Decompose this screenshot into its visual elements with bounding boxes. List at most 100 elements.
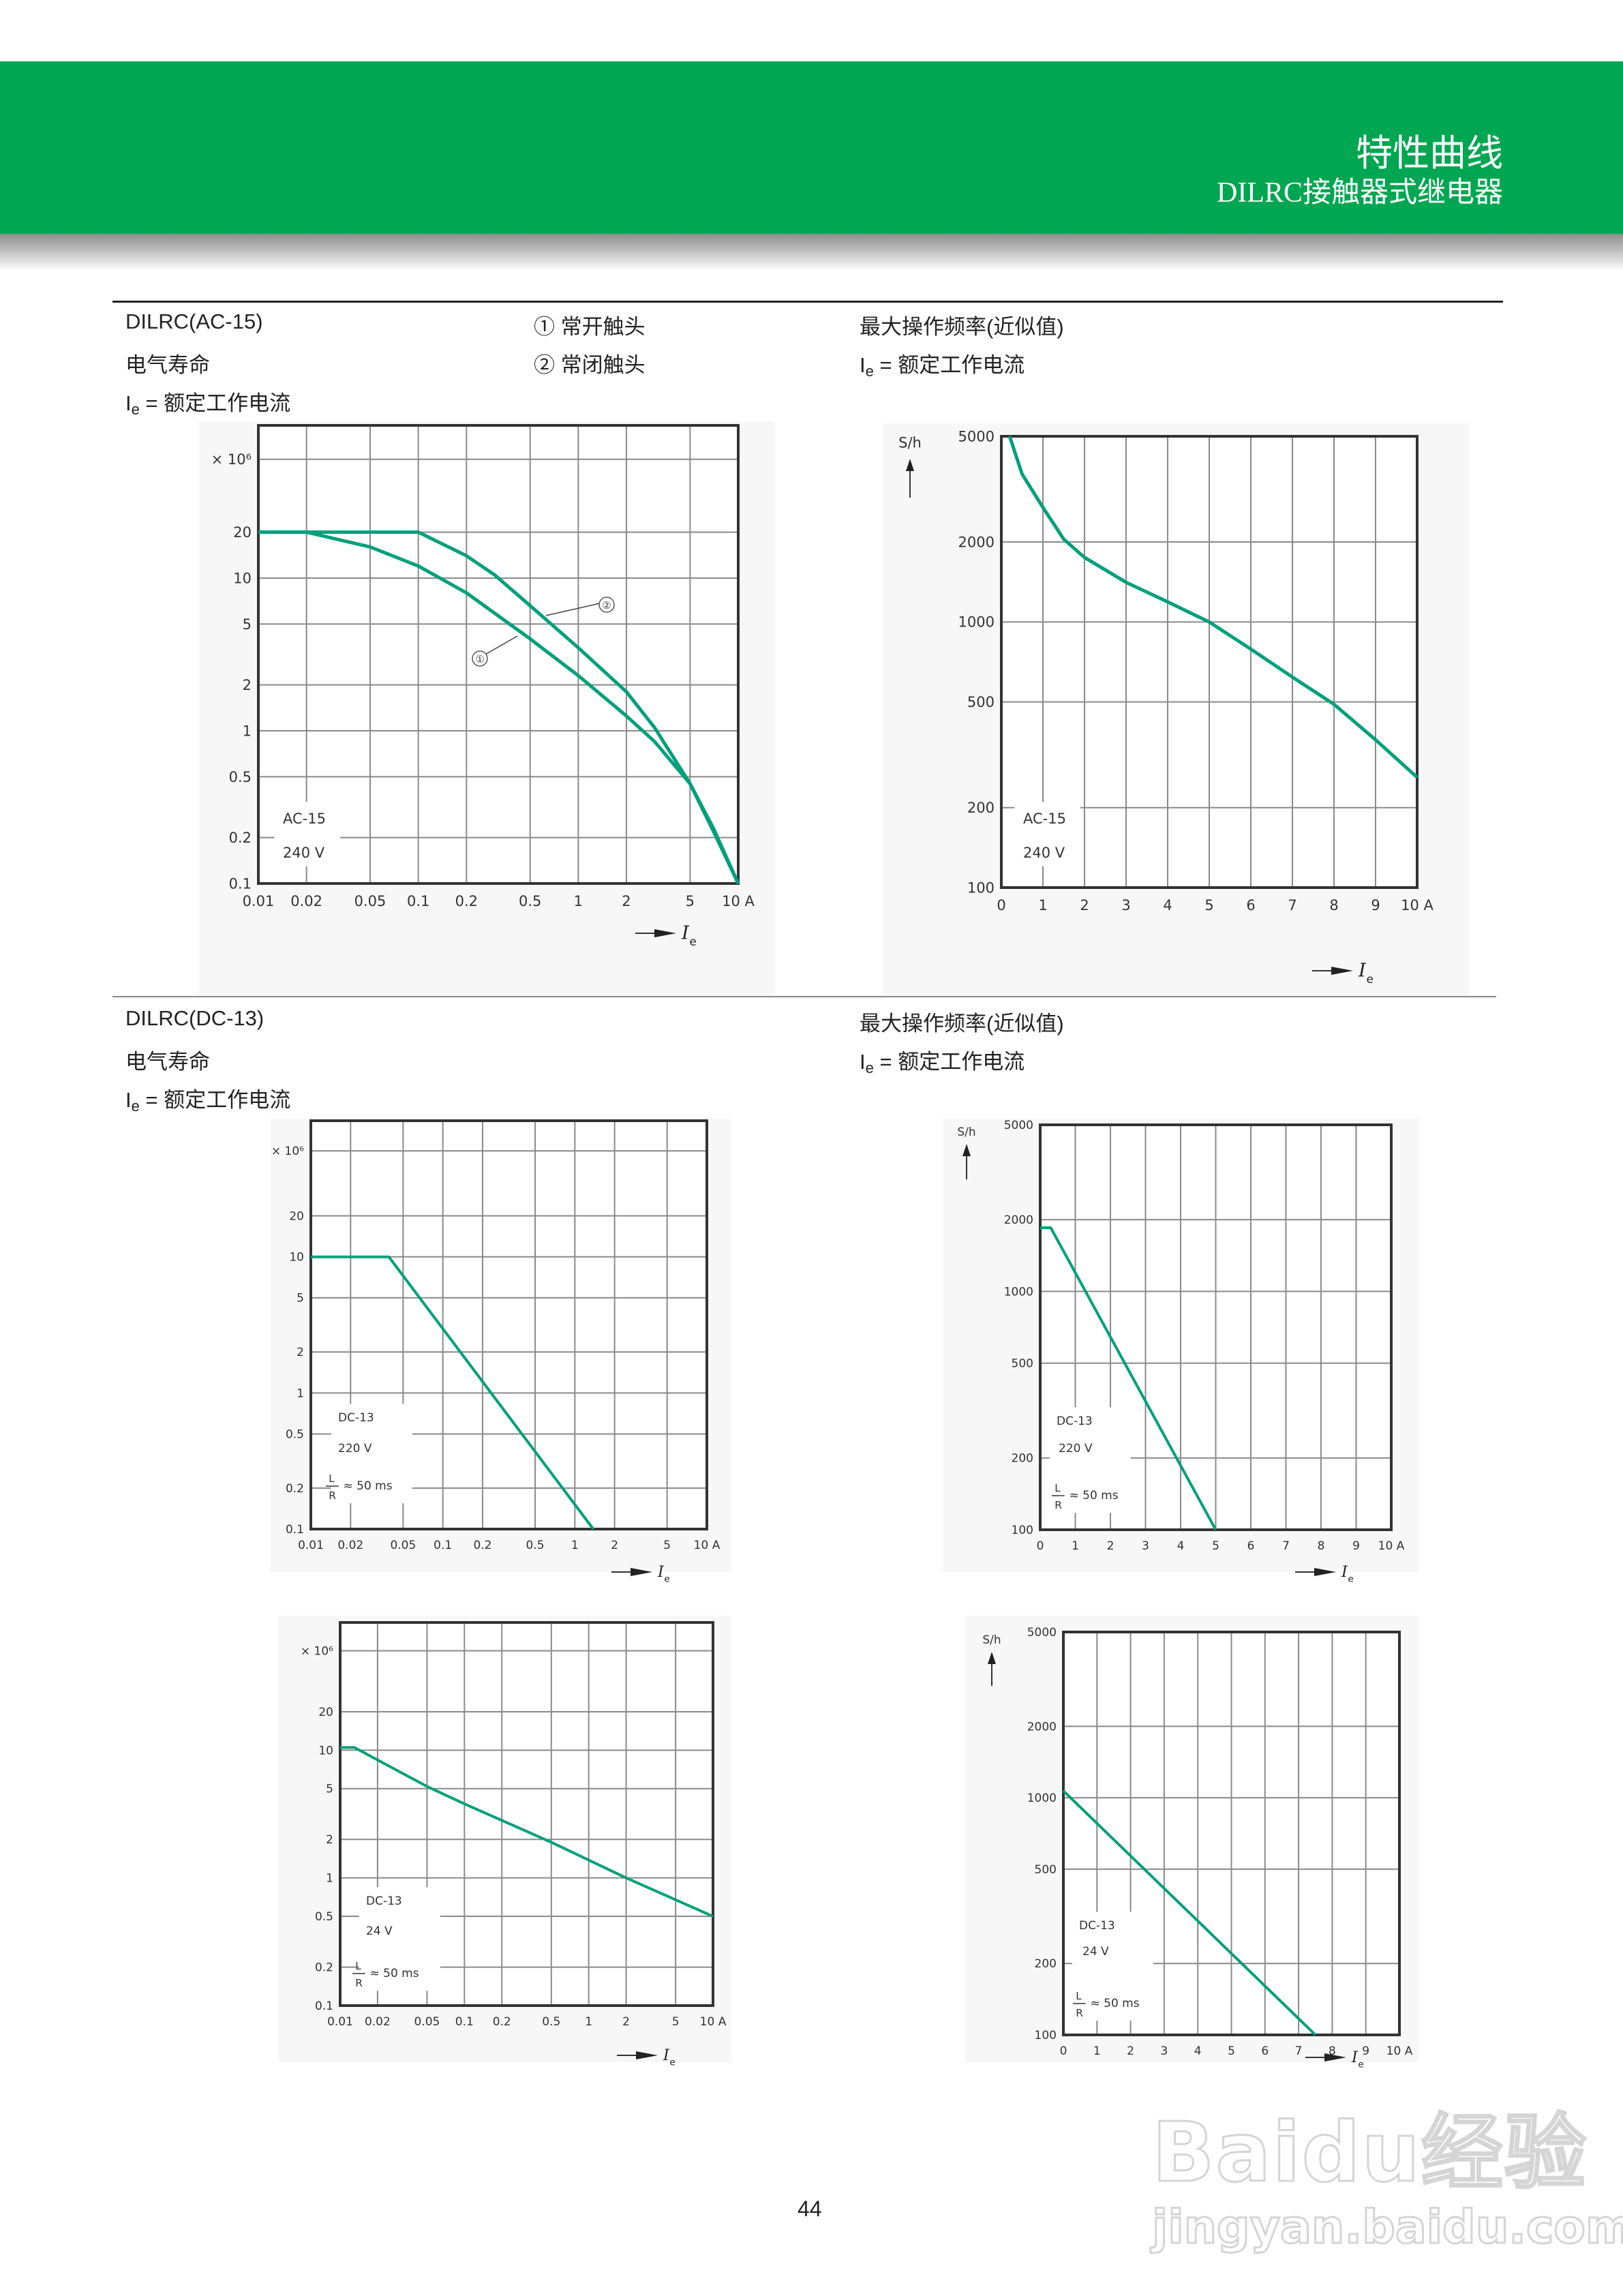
y-unit-label: × 10⁶ <box>211 451 252 468</box>
plot-frame <box>257 424 740 885</box>
ie-symbol: I <box>860 353 866 377</box>
x-tick-label: 1 <box>1093 2044 1101 2058</box>
x-tick-label: 0.05 <box>414 2015 440 2029</box>
ie-subscript: e <box>865 363 874 380</box>
chart-4: 0 1 2 3 4 5 6 7 8 9 10 A 100 200 500 1000 2000 5000 DC-13… <box>943 1119 1419 1584</box>
x-tick-label: 5 <box>686 893 695 909</box>
series-line-1 <box>1040 1226 1217 1530</box>
y-tick-label: 500 <box>1012 1357 1033 1371</box>
y-tick-label: 10 <box>289 1251 304 1265</box>
y-tick-label: 2000 <box>958 534 995 550</box>
ratio-numerator: L <box>329 1472 335 1485</box>
annotation-background <box>274 802 340 866</box>
y-tick-label: 1000 <box>1004 1285 1033 1299</box>
series-line-1 <box>1062 1789 1317 2036</box>
header-band <box>0 61 1623 234</box>
annotation-background <box>359 1887 440 1991</box>
ie-def: = 额定工作电流 <box>139 391 291 415</box>
y-tick-label: 0.1 <box>229 875 252 892</box>
series-line-1 <box>1007 436 1419 779</box>
x-tick-label: 0.2 <box>473 1539 491 1552</box>
chart-annotation: AC-15 <box>1023 811 1066 827</box>
y-tick-label: 2 <box>297 1346 304 1359</box>
x-tick-label: 7 <box>1288 897 1296 913</box>
ratio-denominator: R <box>1055 1499 1062 1511</box>
ie-subscript: e <box>131 1098 140 1115</box>
y-tick-label: 5 <box>297 1292 304 1305</box>
x-tick-label: 0.5 <box>526 1539 545 1552</box>
y-tick-label: 200 <box>967 800 995 816</box>
x-tick-label: 8 <box>1329 897 1338 913</box>
x-tick-label: 5 <box>672 2015 680 2029</box>
page-title: 特性曲线 <box>1356 133 1503 174</box>
x-tick-label: 8 <box>1318 1539 1325 1553</box>
y-tick-label: 20 <box>318 1706 333 1719</box>
chart-annotation: 220 V <box>338 1442 372 1455</box>
chart-2: 0 1 2 3 4 5 6 7 8 9 10 A 100 200 500 1000 2000 5000 AC-15… <box>883 423 1470 995</box>
y-tick-label: 2000 <box>1004 1213 1033 1227</box>
y-tick-label: 100 <box>1012 1524 1033 1537</box>
ratio-value: ≈ 50 ms <box>1091 1997 1140 2010</box>
x-tick-label: 5 <box>1204 897 1213 913</box>
y-axis-label: S/h <box>898 434 922 451</box>
x-tick-label: 5 <box>1228 2044 1235 2058</box>
x-tick-label: 6 <box>1247 1539 1255 1553</box>
ratio-numerator: L <box>1055 1482 1061 1494</box>
arrow-up-icon <box>906 459 914 471</box>
x-tick-label: 6 <box>1261 2044 1269 2058</box>
x-tick-label: 2 <box>1080 897 1089 913</box>
ratio-numerator: L <box>1076 1990 1082 2002</box>
legend-item-1: ① 常开触头 <box>534 315 646 339</box>
section2-subtitle: 电气寿命 <box>125 1050 210 1074</box>
arrow-right-icon <box>1324 2053 1346 2061</box>
x-tick-label: 1 <box>571 1539 579 1552</box>
arrow-right-icon <box>1331 967 1353 975</box>
x-axis-label-subscript: e <box>669 2057 675 2068</box>
y-tick-label: 0.2 <box>229 830 252 846</box>
plot-frame <box>1000 435 1419 889</box>
arrow-right-icon <box>654 929 676 937</box>
chart-annotation: DC-13 <box>1057 1415 1093 1428</box>
ratio-denominator: R <box>329 1490 336 1502</box>
x-tick-label: 0 <box>1037 1539 1044 1553</box>
plot-frame <box>309 1119 708 1530</box>
ratio-value: ≈ 50 ms <box>370 1967 419 1980</box>
series-label: ② <box>602 599 611 611</box>
x-axis-label: I <box>1351 2049 1359 2066</box>
section1-ie-definition: Ie = 额定工作电流 <box>125 386 290 419</box>
y-tick-label: 5000 <box>1004 1119 1033 1132</box>
y-unit-label: × 10⁶ <box>271 1145 304 1158</box>
x-tick-label: 0.05 <box>390 1539 416 1552</box>
series-line-1 <box>340 1746 714 1918</box>
y-axis-label: S/h <box>957 1126 975 1139</box>
chart-1: 0.01 0.02 0.05 0.1 0.2 0.5 1 2 5 10 A 0.1 0.2 0.5 1 2 5… <box>198 421 774 995</box>
x-tick-label: 4 <box>1177 1539 1185 1553</box>
y-tick-label: 1 <box>326 1872 333 1886</box>
section1-subtitle: 电气寿命 <box>125 353 210 377</box>
x-tick-label: 0.2 <box>455 893 478 909</box>
plot-frame <box>1062 1631 1401 2036</box>
x-tick-label: 0.01 <box>327 2015 353 2029</box>
x-tick-label: 5 <box>1212 1539 1219 1553</box>
ie-symbol: I <box>125 391 132 415</box>
y-tick-label: 500 <box>967 694 995 710</box>
y-tick-label: 0.1 <box>286 1523 304 1537</box>
x-tick-label: 4 <box>1194 2044 1202 2058</box>
x-tick-label: 5 <box>663 1539 671 1552</box>
plot-frame <box>339 1621 714 2007</box>
y-tick-label: 1 <box>243 723 252 739</box>
y-tick-label: 20 <box>289 1210 304 1224</box>
chart-5: 0.01 0.02 0.05 0.1 0.2 0.5 1 2 5 10 A 0.1 0.2 0.5 1 2 5… <box>278 1616 731 2068</box>
x-tick-label: 0.1 <box>434 1539 452 1552</box>
x-axis-label: I <box>663 2046 670 2064</box>
watermark-brand: Baidu经验 <box>1151 2105 1588 2202</box>
section2-right-ie-definition: Ie = 额定工作电流 <box>860 1044 1025 1077</box>
watermark-url: jingyan.baidu.com <box>1151 2200 1623 2256</box>
y-axis-label: S/h <box>982 1633 1001 1647</box>
series-label: ① <box>475 653 484 665</box>
x-tick-label: 0 <box>1060 2044 1067 2058</box>
series-line-2 <box>258 530 740 885</box>
arrow-up-icon <box>962 1144 971 1156</box>
ie-def: = 额定工作电流 <box>873 353 1025 377</box>
